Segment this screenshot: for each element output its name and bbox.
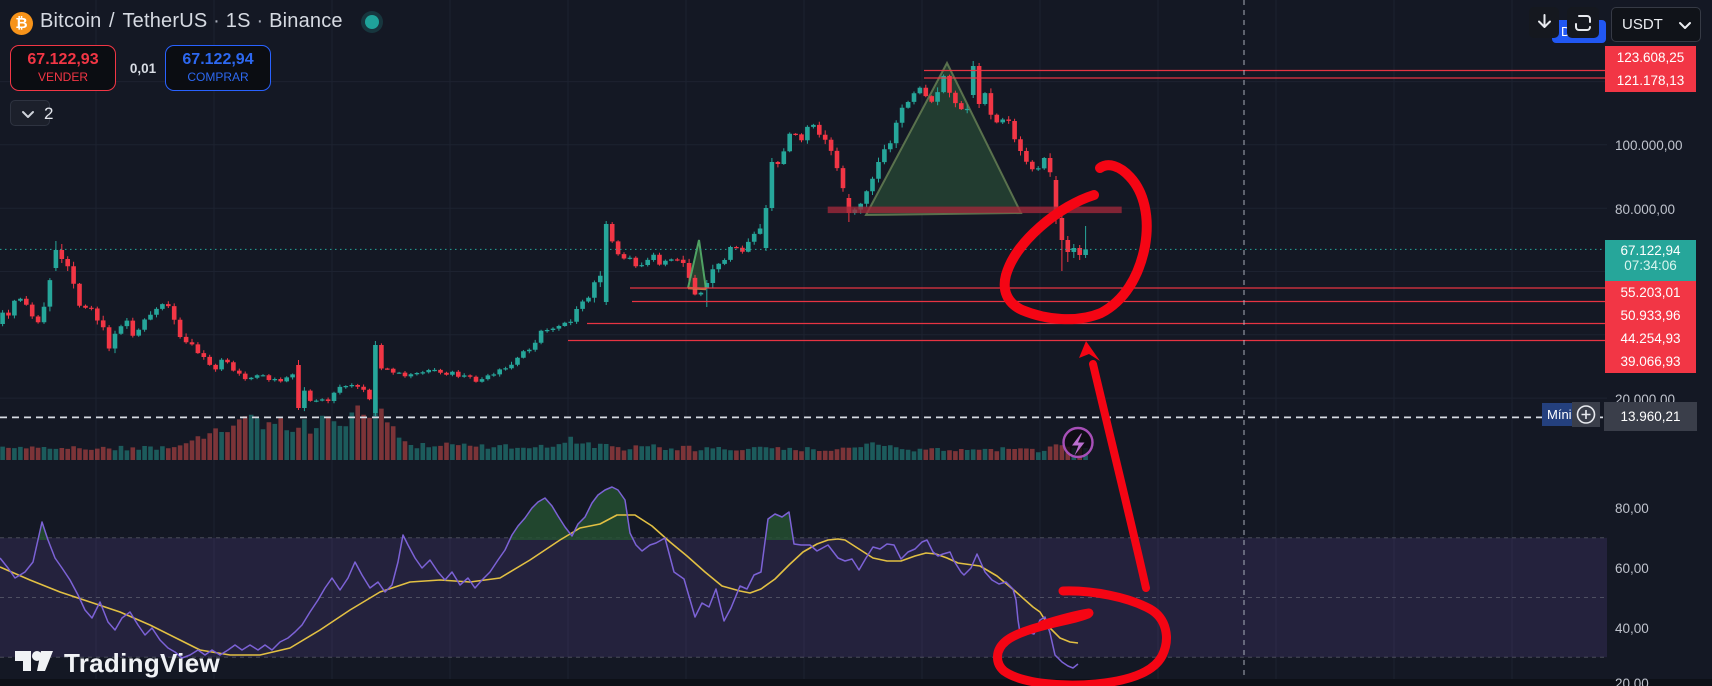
- svg-text:TradingView: TradingView: [64, 648, 220, 678]
